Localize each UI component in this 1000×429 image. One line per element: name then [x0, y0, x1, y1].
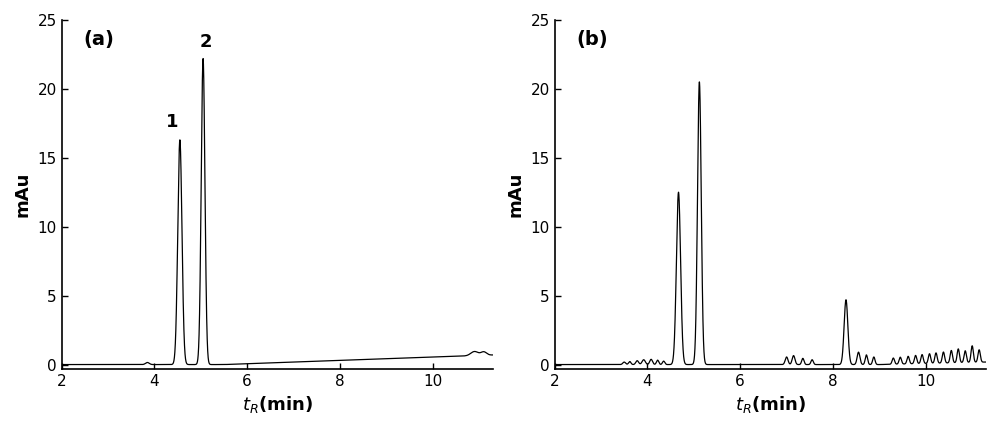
Text: (b): (b)	[576, 30, 608, 49]
X-axis label: $t_R$(min): $t_R$(min)	[735, 394, 806, 415]
Y-axis label: mAu: mAu	[507, 172, 525, 217]
Text: (a): (a)	[83, 30, 114, 49]
Y-axis label: mAu: mAu	[14, 172, 32, 217]
Text: 1: 1	[166, 113, 178, 131]
X-axis label: $t_R$(min): $t_R$(min)	[242, 394, 313, 415]
Text: 2: 2	[200, 33, 213, 51]
